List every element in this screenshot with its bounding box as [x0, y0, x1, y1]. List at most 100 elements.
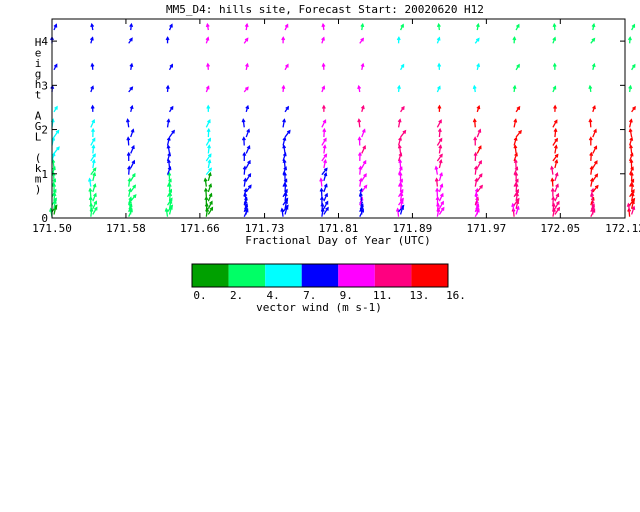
- wind-vector: [588, 84, 593, 93]
- wind-vector: [91, 144, 96, 154]
- wind-vector: [282, 166, 287, 175]
- colorbar-swatch: [192, 264, 229, 287]
- wind-vector: [92, 171, 97, 182]
- colorbar-tick-label: 4.: [267, 289, 280, 302]
- wind-vector: [90, 104, 95, 112]
- wind-vector: [550, 187, 555, 197]
- wind-vector: [53, 146, 60, 154]
- wind-vector: [631, 23, 636, 31]
- wind-vector: [551, 195, 556, 206]
- wind-vector: [321, 104, 326, 112]
- y-axis-label-char: (: [35, 152, 42, 165]
- colorbar-tick-label: 13.: [409, 289, 429, 302]
- wind-vector: [207, 192, 213, 202]
- wind-vector: [129, 22, 134, 31]
- wind-vector: [435, 187, 440, 197]
- wind-vector: [552, 85, 557, 93]
- x-axis-label: Fractional Day of Year (UTC): [245, 234, 430, 247]
- wind-vector: [323, 158, 327, 169]
- wind-vector: [590, 37, 596, 44]
- wind-vector: [205, 153, 212, 162]
- wind-vector: [90, 118, 95, 128]
- wind-vector: [126, 136, 131, 146]
- wind-vector: [53, 105, 58, 113]
- wind-vector: [550, 177, 555, 187]
- wind-vector: [166, 144, 171, 154]
- y-axis-label-char: e: [35, 47, 42, 60]
- wind-vector: [321, 85, 326, 93]
- colorbar: 0. 2. 4. 7. 9. 11. 13. 16.: [191, 263, 466, 302]
- x-tick-label: 171.97: [466, 222, 506, 235]
- wind-vector: [630, 192, 635, 202]
- wind-vector: [206, 104, 211, 112]
- wind-vector: [321, 167, 328, 176]
- wind-vector: [284, 129, 291, 138]
- wind-vector: [242, 151, 247, 161]
- wind-vector: [359, 37, 365, 44]
- wind-vector: [552, 62, 557, 70]
- wind-vector: [513, 144, 518, 154]
- y-axis-label-char: i: [35, 57, 42, 70]
- wind-vector: [205, 119, 211, 128]
- wind-vector: [436, 119, 442, 128]
- wind-vector: [628, 127, 633, 138]
- wind-vector: [473, 136, 478, 146]
- wind-vector: [438, 183, 444, 193]
- y-axis-ticks: 0 1 2 3 4: [41, 35, 625, 225]
- wind-vector: [282, 144, 287, 154]
- wind-vector: [513, 152, 518, 162]
- wind-vector: [552, 36, 557, 44]
- y-axis-label-char: ): [35, 183, 42, 196]
- wind-vector: [130, 144, 135, 154]
- wind-vector: [53, 23, 58, 31]
- y-axis-label-char: m: [35, 173, 42, 186]
- wind-vector: [128, 37, 133, 44]
- wind-vector: [588, 136, 593, 146]
- wind-vector: [474, 37, 480, 44]
- wind-vector: [629, 144, 633, 154]
- wind-vector: [323, 200, 329, 210]
- x-tick-label: 171.66: [180, 222, 220, 235]
- wind-vector: [357, 118, 362, 128]
- wind-vector: [91, 158, 96, 169]
- wind-vector: [434, 165, 439, 175]
- wind-vector: [168, 23, 173, 31]
- wind-vector: [321, 119, 327, 128]
- wind-vector: [629, 152, 634, 162]
- wind-vector: [165, 84, 170, 93]
- wind-vector: [284, 63, 289, 71]
- colorbar-tick-label: 16.: [446, 289, 466, 302]
- wind-vector: [398, 171, 403, 181]
- wind-vector: [476, 62, 481, 71]
- wind-vector: [629, 166, 634, 175]
- wind-vector: [436, 36, 441, 44]
- wind-vector: [321, 137, 327, 146]
- x-tick-label: 172.12: [605, 222, 640, 235]
- colorbar-swatch: [265, 264, 302, 287]
- wind-vector: [130, 128, 135, 138]
- wind-vector: [588, 118, 593, 128]
- wind-vector: [244, 22, 249, 31]
- wind-vector: [361, 159, 367, 169]
- wind-vector: [167, 171, 172, 181]
- wind-vector: [395, 207, 400, 217]
- wind-vector: [206, 127, 211, 138]
- colorbar-tick-label: 0.: [193, 289, 206, 302]
- wind-vector: [245, 128, 251, 138]
- wind-vector: [207, 206, 214, 215]
- wind-vector: [92, 200, 98, 209]
- wind-vector: [589, 165, 594, 175]
- wind-vector: [397, 84, 401, 93]
- colorbar-swatch: [228, 264, 266, 287]
- wind-vector: [397, 136, 402, 146]
- wind-vector: [630, 182, 635, 192]
- wind-vector: [90, 62, 95, 70]
- wind-vector: [282, 136, 287, 146]
- wind-vector: [130, 194, 137, 202]
- wind-vector: [127, 165, 132, 175]
- wind-vector: [554, 159, 559, 169]
- wind-vector: [628, 118, 633, 128]
- wind-vector: [87, 177, 92, 187]
- wind-vector: [130, 172, 136, 182]
